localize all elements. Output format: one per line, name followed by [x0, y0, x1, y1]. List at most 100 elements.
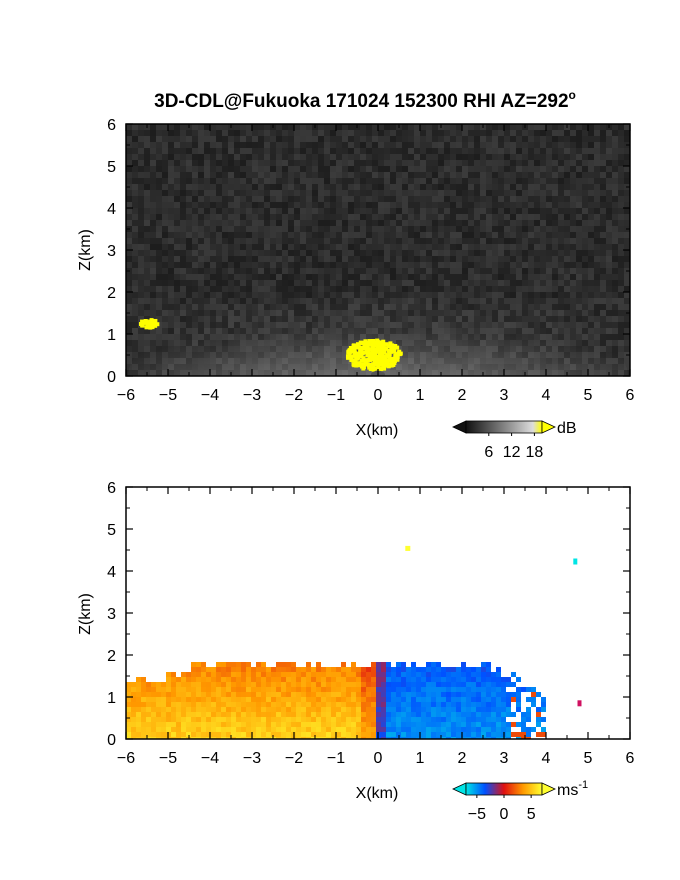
noise-cell: [192, 208, 198, 214]
noise-cell: [324, 202, 330, 208]
noise-cell: [348, 286, 354, 292]
velocity-cell: [266, 682, 271, 687]
noise-cell: [150, 256, 156, 262]
velocity-cell: [421, 692, 426, 697]
noise-cell: [408, 244, 414, 250]
noise-cell: [138, 292, 144, 298]
saturated-pixel: [365, 344, 370, 349]
velocity-cell: [231, 667, 236, 672]
velocity-cell: [411, 667, 416, 672]
velocity-cell: [306, 692, 311, 697]
velocity-cell: [331, 687, 336, 692]
noise-cell: [294, 280, 300, 286]
noise-cell: [144, 214, 150, 220]
noise-cell: [210, 172, 216, 178]
noise-cell: [606, 280, 612, 286]
noise-cell: [294, 220, 300, 226]
noise-cell: [162, 154, 168, 160]
noise-cell: [228, 184, 234, 190]
noise-cell: [138, 196, 144, 202]
velocity-cell: [271, 712, 276, 717]
velocity-cell: [316, 712, 321, 717]
noise-cell: [162, 304, 168, 310]
velocity-cell: [171, 737, 176, 739]
noise-cell: [594, 232, 600, 238]
noise-cell: [606, 334, 612, 340]
velocity-cell: [391, 722, 396, 727]
noise-cell: [522, 232, 528, 238]
noise-cell: [156, 130, 162, 136]
noise-cell: [540, 178, 546, 184]
noise-cell: [582, 160, 588, 166]
noise-cell: [222, 148, 228, 154]
velocity-cell: [396, 677, 401, 682]
noise-cell: [264, 130, 270, 136]
velocity-cell: [451, 737, 456, 739]
noise-cell: [504, 280, 510, 286]
velocity-cell: [411, 712, 416, 717]
noise-cell: [486, 256, 492, 262]
noise-cell: [396, 196, 402, 202]
noise-cell: [564, 304, 570, 310]
noise-cell: [498, 136, 504, 142]
velocity-cell: [256, 717, 261, 722]
noise-cell: [450, 136, 456, 142]
noise-cell: [396, 292, 402, 298]
velocity-cell: [386, 737, 391, 739]
noise-cell: [324, 154, 330, 160]
noise-cell: [510, 292, 516, 298]
velocity-cell: [376, 662, 381, 667]
noise-cell: [516, 262, 522, 268]
velocity-cell: [461, 712, 466, 717]
velocity-cell: [141, 687, 146, 692]
velocity-cell: [356, 717, 361, 722]
saturated-pixel: [392, 349, 397, 354]
noise-cell: [594, 172, 600, 178]
velocity-cell: [236, 677, 241, 682]
noise-cell: [432, 124, 438, 130]
noise-cell: [420, 196, 426, 202]
noise-cell: [216, 154, 222, 160]
noise-cell: [390, 292, 396, 298]
noise-cell: [474, 130, 480, 136]
noise-cell: [534, 268, 540, 274]
noise-cell: [384, 214, 390, 220]
velocity-cell: [201, 667, 206, 672]
velocity-cell: [466, 677, 471, 682]
noise-cell: [222, 136, 228, 142]
noise-cell: [498, 184, 504, 190]
noise-cell: [276, 172, 282, 178]
noise-cell: [300, 190, 306, 196]
velocity-cell: [436, 737, 441, 739]
noise-cell: [462, 166, 468, 172]
noise-cell: [462, 208, 468, 214]
velocity-cell: [161, 682, 166, 687]
velocity-cell: [356, 672, 361, 677]
noise-cell: [144, 280, 150, 286]
velocity-cell: [426, 717, 431, 722]
velocity-cell: [371, 712, 376, 717]
velocity-cell: [411, 697, 416, 702]
noise-cell: [348, 280, 354, 286]
noise-cell: [486, 238, 492, 244]
noise-cell: [462, 184, 468, 190]
noise-cell: [534, 130, 540, 136]
noise-cell: [606, 274, 612, 280]
noise-cell: [168, 328, 174, 334]
noise-cell: [300, 232, 306, 238]
noise-cell: [246, 178, 252, 184]
noise-cell: [294, 238, 300, 244]
noise-cell: [420, 292, 426, 298]
noise-cell: [246, 196, 252, 202]
noise-cell: [168, 130, 174, 136]
noise-cell: [612, 310, 618, 316]
noise-cell: [426, 202, 432, 208]
velocity-cell: [426, 702, 431, 707]
velocity-cell: [286, 662, 291, 667]
noise-cell: [522, 136, 528, 142]
velocity-cell: [186, 702, 191, 707]
noise-cell: [468, 238, 474, 244]
noise-cell: [480, 256, 486, 262]
noise-cell: [276, 142, 282, 148]
velocity-cell: [376, 667, 381, 672]
